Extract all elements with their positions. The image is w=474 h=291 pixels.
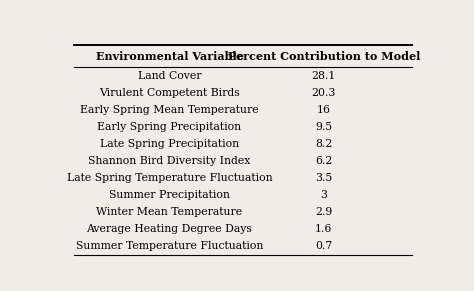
Text: 9.5: 9.5 bbox=[315, 122, 332, 132]
Text: 8.2: 8.2 bbox=[315, 139, 332, 149]
Text: 6.2: 6.2 bbox=[315, 156, 332, 166]
Text: 28.1: 28.1 bbox=[311, 71, 336, 81]
Text: Early Spring Precipitation: Early Spring Precipitation bbox=[97, 122, 242, 132]
Text: 20.3: 20.3 bbox=[311, 88, 336, 98]
Text: Late Spring Temperature Fluctuation: Late Spring Temperature Fluctuation bbox=[67, 173, 272, 183]
Text: 3.5: 3.5 bbox=[315, 173, 332, 183]
Text: Shannon Bird Diversity Index: Shannon Bird Diversity Index bbox=[88, 156, 251, 166]
Text: Average Heating Degree Days: Average Heating Degree Days bbox=[87, 224, 252, 234]
Text: 0.7: 0.7 bbox=[315, 241, 332, 251]
Text: Late Spring Precipitation: Late Spring Precipitation bbox=[100, 139, 239, 149]
Text: Land Cover: Land Cover bbox=[138, 71, 201, 81]
Text: Virulent Competent Birds: Virulent Competent Birds bbox=[99, 88, 240, 98]
Text: Environmental Variable: Environmental Variable bbox=[96, 51, 243, 62]
Text: 3: 3 bbox=[320, 190, 327, 200]
Text: 1.6: 1.6 bbox=[315, 224, 332, 234]
Text: 2.9: 2.9 bbox=[315, 207, 332, 217]
Text: Summer Precipitation: Summer Precipitation bbox=[109, 190, 230, 200]
Text: Percent Contribution to Model: Percent Contribution to Model bbox=[228, 51, 420, 62]
Text: Early Spring Mean Temperature: Early Spring Mean Temperature bbox=[80, 105, 259, 115]
Text: Summer Temperature Fluctuation: Summer Temperature Fluctuation bbox=[76, 241, 263, 251]
Text: Winter Mean Temperature: Winter Mean Temperature bbox=[96, 207, 243, 217]
Text: 16: 16 bbox=[317, 105, 331, 115]
